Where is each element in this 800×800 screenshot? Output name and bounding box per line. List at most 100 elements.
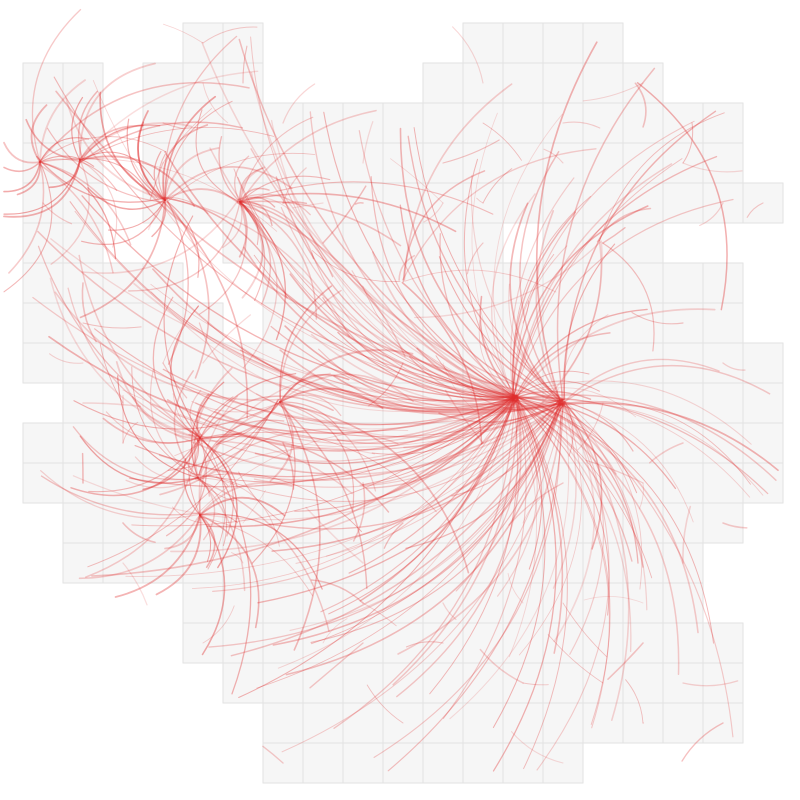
grid-cell <box>622 502 664 544</box>
flow-line <box>392 397 519 686</box>
flow-line <box>238 397 515 699</box>
flow-line <box>582 82 644 102</box>
grid-cell <box>262 262 304 304</box>
flow-line <box>510 399 520 444</box>
grid-cell <box>62 142 104 184</box>
flow-line <box>517 394 777 481</box>
flow-line <box>158 153 166 200</box>
flow-line <box>277 395 515 669</box>
flow-line <box>164 100 233 201</box>
grid-cell <box>222 182 264 224</box>
flow-line <box>117 375 199 479</box>
flow-line <box>79 199 166 319</box>
flow-line <box>199 514 212 563</box>
flow-line <box>513 195 592 396</box>
grid-cell <box>622 262 664 304</box>
flow-line <box>42 158 278 232</box>
flow-line <box>401 281 483 445</box>
flow-line <box>149 369 199 479</box>
flow-line <box>513 155 718 397</box>
flow-line <box>134 395 516 478</box>
flow-line <box>92 79 517 398</box>
flow-line <box>158 398 564 482</box>
flow-line <box>50 159 90 265</box>
flow-line <box>352 482 366 542</box>
flow-line <box>3 161 41 193</box>
flow-line <box>515 399 564 654</box>
flow-line <box>79 124 144 161</box>
flow-line <box>366 684 404 724</box>
grid-cell <box>542 742 584 784</box>
flow-line <box>514 399 522 435</box>
flow-line <box>234 155 250 203</box>
flow-line <box>563 110 717 401</box>
grid-cell <box>342 582 384 624</box>
flow-line <box>55 90 565 401</box>
flow-line <box>325 399 518 557</box>
grid-cell <box>502 742 544 784</box>
grid-cell <box>662 582 704 624</box>
flow-line <box>511 211 577 401</box>
flow-line <box>239 196 276 208</box>
flow-line <box>311 250 401 283</box>
grid-cell <box>462 142 504 184</box>
flow-line <box>174 404 563 476</box>
flow-line <box>8 161 45 274</box>
flow-line <box>238 38 515 399</box>
flow-line <box>78 122 193 161</box>
flow-line <box>243 246 517 399</box>
flow-line <box>196 393 210 439</box>
flow-line <box>322 185 367 244</box>
flow-line <box>285 403 562 676</box>
grid-cell <box>502 102 544 144</box>
flow-line <box>681 722 724 762</box>
flow-line <box>134 456 199 481</box>
flow-line <box>239 200 402 247</box>
flow-line <box>53 76 516 396</box>
flow-line <box>198 428 399 481</box>
grid-cell <box>662 382 704 424</box>
flow-line <box>508 482 564 526</box>
grid-cell <box>142 502 184 544</box>
flow-line <box>370 176 517 398</box>
flow-line <box>164 95 217 201</box>
flow-line <box>482 122 522 161</box>
flow-line <box>403 399 519 449</box>
flow-line <box>309 111 515 400</box>
flow-line <box>16 161 41 196</box>
flow-line <box>65 97 166 201</box>
grid-cell <box>382 222 424 264</box>
flow-line <box>230 402 566 657</box>
flow-line <box>556 388 560 406</box>
flow-line <box>513 395 611 726</box>
grid-cell <box>702 622 744 664</box>
grid-cell <box>622 222 664 264</box>
flow-line <box>164 188 249 213</box>
flow-line <box>199 514 226 656</box>
flow-line <box>563 402 605 655</box>
flow-line <box>333 396 516 729</box>
flow-line <box>405 399 561 550</box>
flow-line <box>478 320 516 396</box>
flow-line <box>337 331 514 401</box>
grid-cell <box>582 182 624 224</box>
flow-line <box>239 201 315 260</box>
flow-line <box>81 198 240 274</box>
flow-line <box>71 96 84 161</box>
flow-line <box>102 417 201 444</box>
flow-line <box>39 161 132 246</box>
grid-cell <box>62 102 104 144</box>
flow-line <box>514 395 714 644</box>
grid-cell <box>582 582 624 624</box>
flow-line <box>133 282 516 406</box>
flow-line <box>189 438 200 471</box>
flow-line <box>516 395 568 770</box>
flow-line <box>78 514 201 580</box>
grid-cell <box>462 22 504 64</box>
flow-line <box>202 605 235 644</box>
grid-cell <box>302 262 344 304</box>
flow-line <box>438 256 564 403</box>
grid-cell <box>502 62 544 104</box>
grid-cell <box>742 422 784 464</box>
grid-cell <box>382 542 424 584</box>
